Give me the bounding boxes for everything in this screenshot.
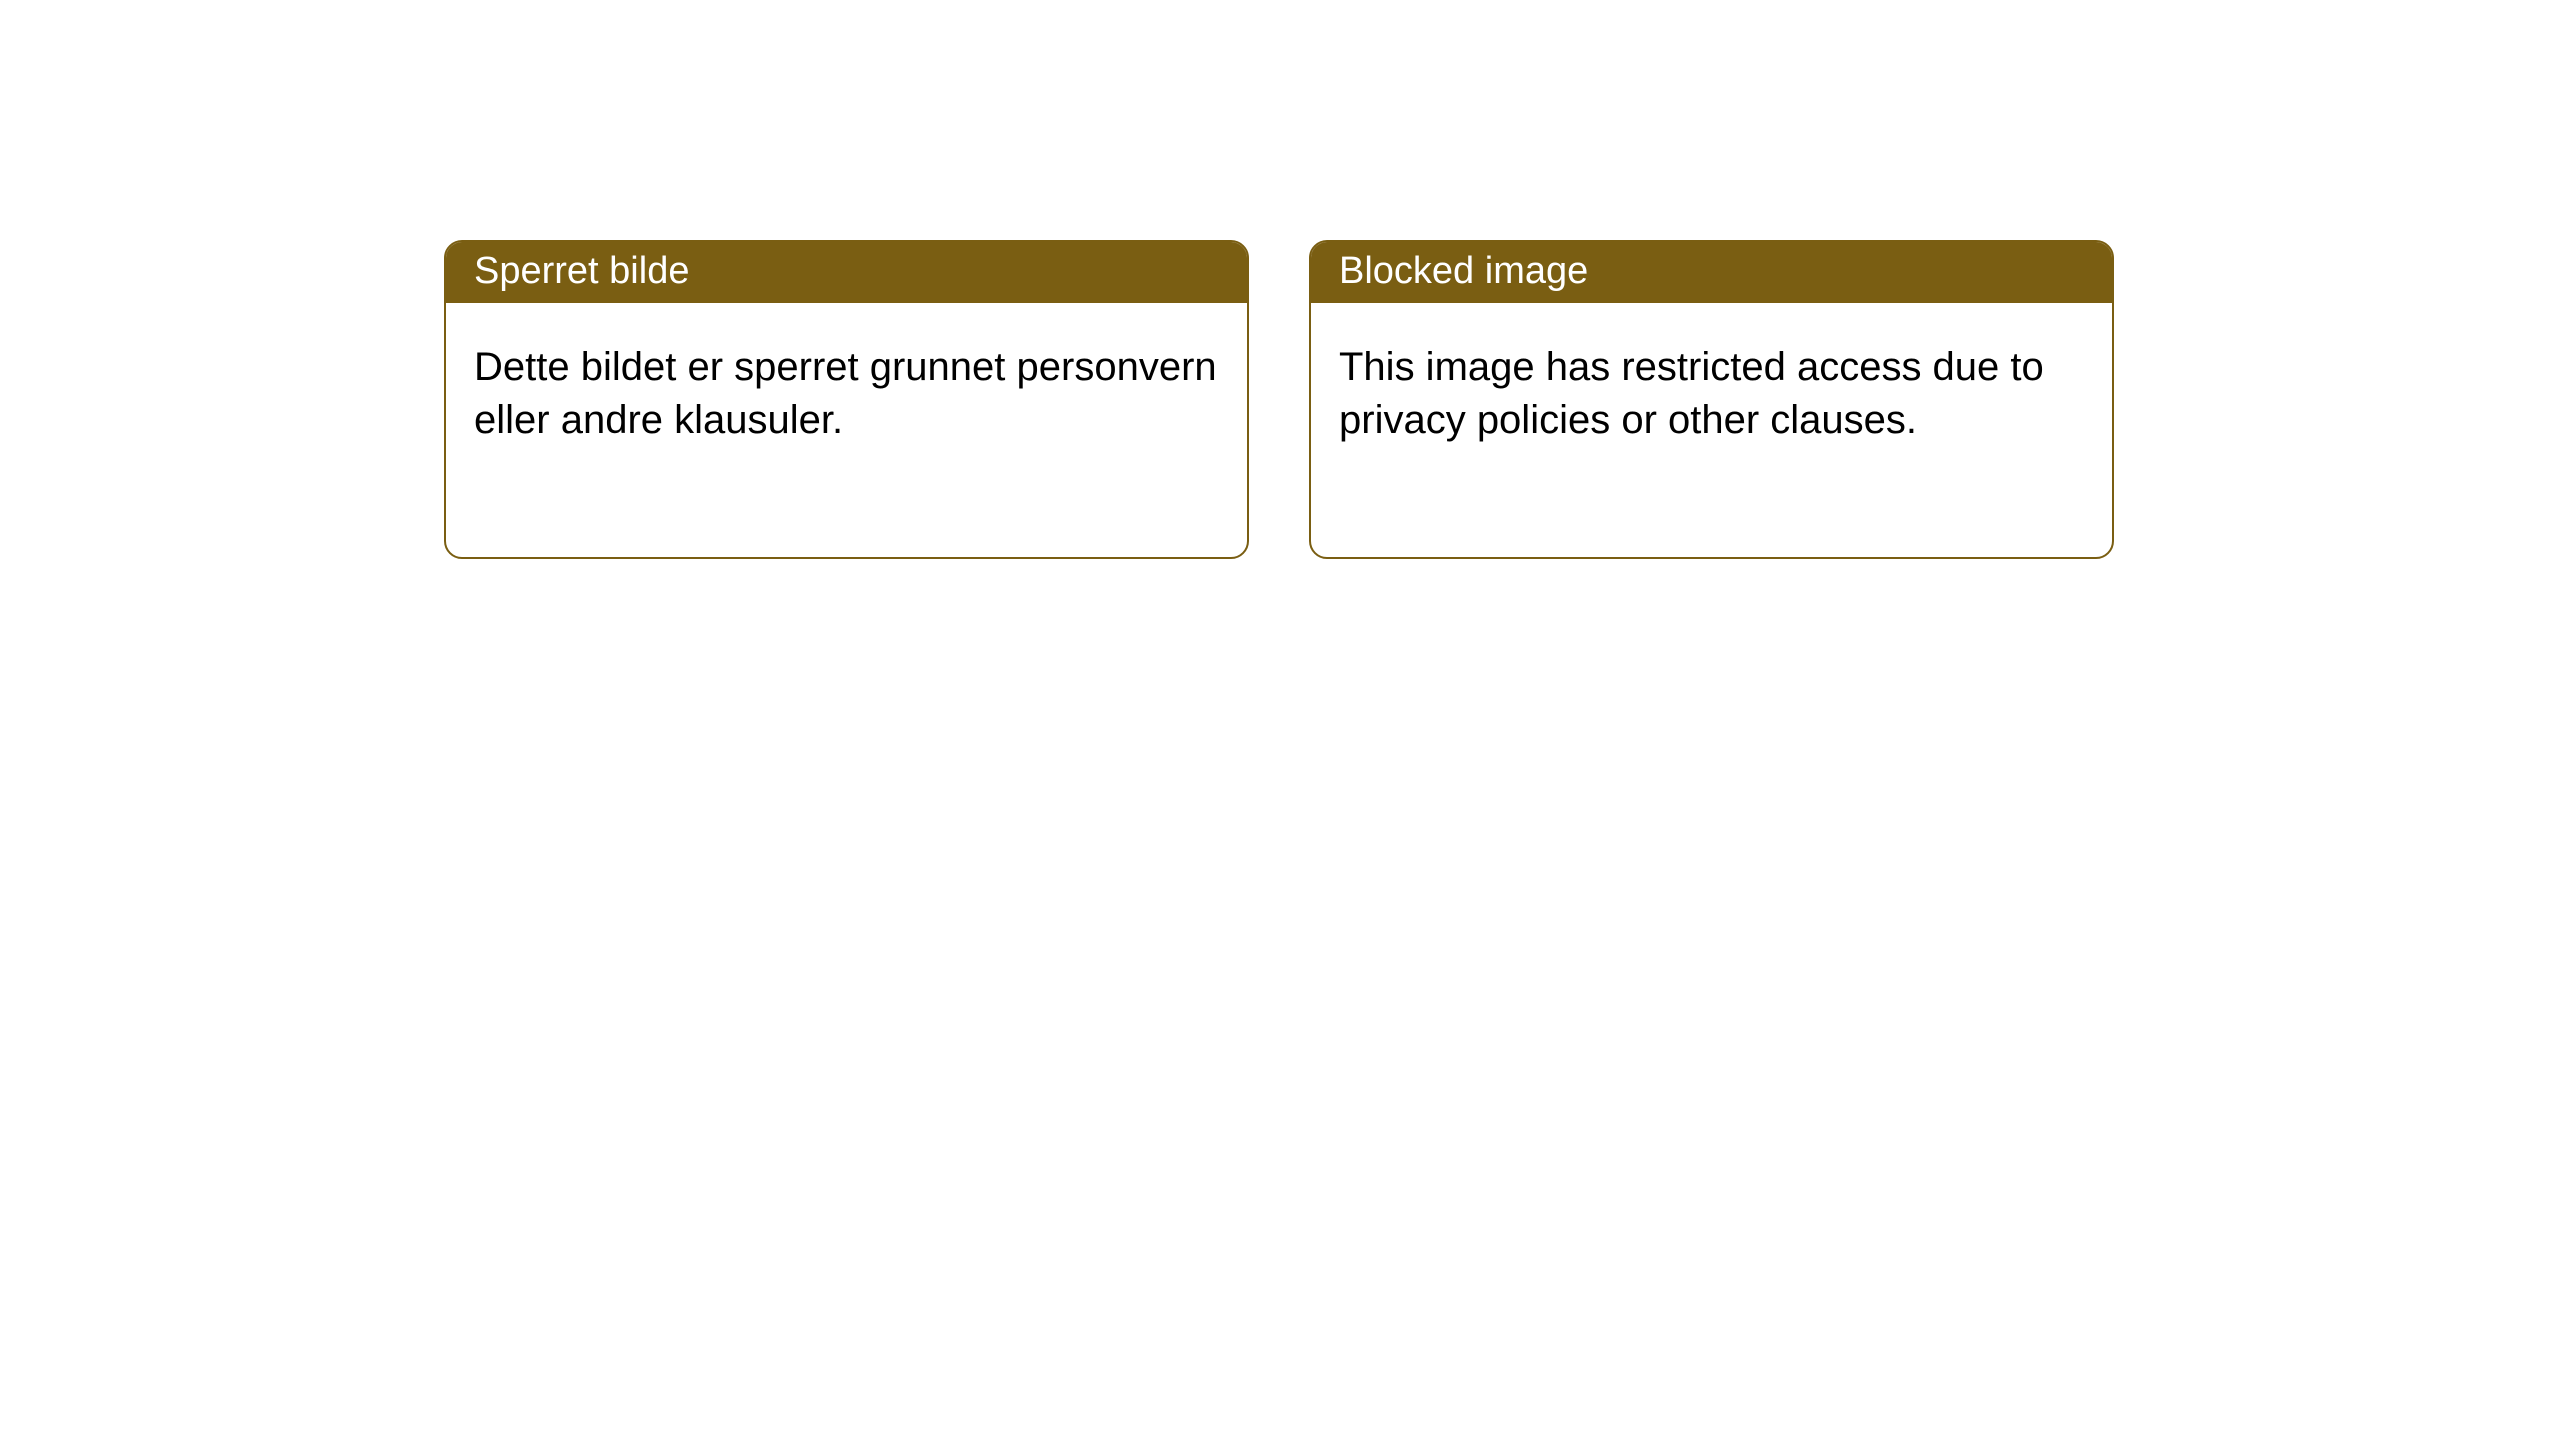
- notice-title: Sperret bilde: [446, 242, 1247, 303]
- notice-card-english: Blocked image This image has restricted …: [1309, 240, 2114, 559]
- notice-body: Dette bildet er sperret grunnet personve…: [446, 303, 1247, 557]
- notice-container: Sperret bilde Dette bildet er sperret gr…: [444, 240, 2114, 559]
- notice-title: Blocked image: [1311, 242, 2112, 303]
- notice-body: This image has restricted access due to …: [1311, 303, 2112, 557]
- notice-card-norwegian: Sperret bilde Dette bildet er sperret gr…: [444, 240, 1249, 559]
